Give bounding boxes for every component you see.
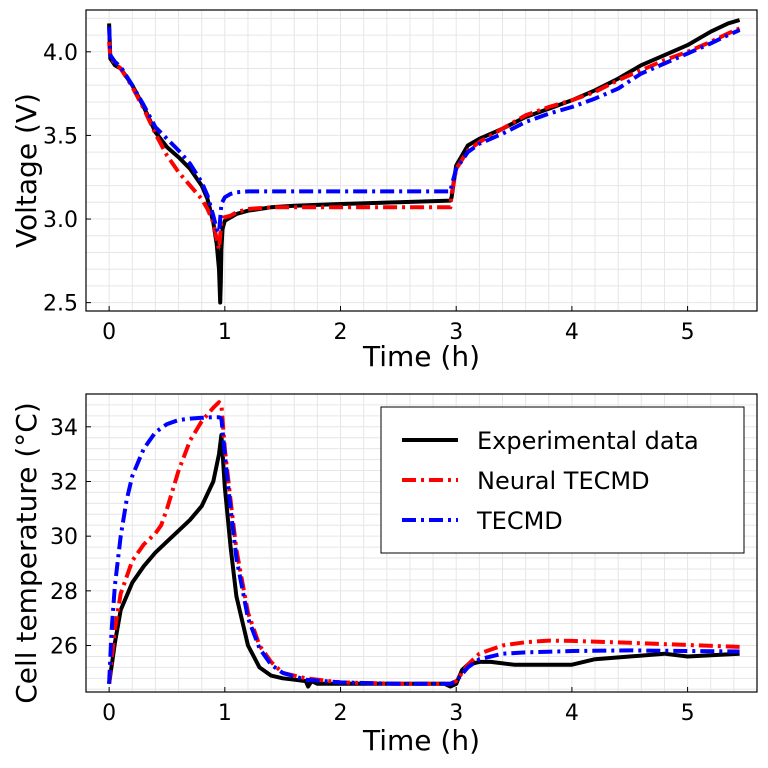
legend-entries: Experimental data Neural TECMD TECMD [402, 427, 699, 535]
temperature-x-tick-label: 1 [218, 701, 232, 726]
temperature-x-axis-label: Time (h) [362, 724, 480, 757]
voltage-x-tick-label: 4 [565, 320, 579, 345]
voltage-y-tick-label: 2.5 [43, 292, 78, 317]
temperature-plot-frame [85, 393, 758, 693]
voltage-x-axis-label: Time (h) [362, 340, 480, 373]
voltage-y-tick-label: 3.0 [43, 208, 78, 233]
temperature-x-tick-label: 4 [565, 701, 579, 726]
voltage-series-neural-tecmd [107, 26, 741, 252]
temperature-y-tick-label: 34 [50, 416, 78, 441]
temperature-y-tick-label: 28 [50, 580, 78, 605]
temperature-y-tick-label: 30 [50, 525, 78, 550]
voltage-ticks: 0 1 2 3 4 5 2.5 3.0 3.5 4.0 [43, 41, 695, 345]
voltage-plot-panel: 0 1 2 3 4 5 2.5 3.0 3.5 4.0 Time (h) Voltage (V) [10, 9, 758, 373]
temperature-x-tick-label: 0 [102, 701, 116, 726]
temperature-x-tick-label: 3 [449, 701, 463, 726]
legend-label-neural-tecmd: Neural TECMD [477, 467, 650, 495]
voltage-grid [85, 10, 758, 311]
voltage-x-tick-label: 1 [218, 320, 232, 345]
voltage-series [107, 18, 741, 305]
temperature-y-tick-label: 32 [50, 470, 78, 495]
voltage-series-experimental-data [107, 18, 741, 305]
legend-label-tecmd: TECMD [476, 507, 563, 535]
legend-label-experimental-data: Experimental data [477, 427, 699, 455]
voltage-series-tecmd [107, 26, 741, 235]
temperature-x-tick-label: 2 [334, 701, 348, 726]
voltage-y-axis-label: Voltage (V) [10, 93, 43, 248]
temperature-y-tick-label: 26 [50, 635, 78, 660]
voltage-x-tick-label: 3 [449, 320, 463, 345]
temperature-series-experimental-data [107, 433, 740, 689]
temperature-series [107, 400, 740, 689]
temperature-y-axis-label: Cell temperature (°C) [10, 402, 43, 704]
legend: Experimental data Neural TECMD TECMD [380, 406, 745, 554]
temperature-series-tecmd [107, 415, 740, 686]
voltage-y-tick-label: 3.5 [43, 124, 78, 149]
voltage-plot-frame [85, 9, 758, 312]
temperature-x-tick-label: 5 [681, 701, 695, 726]
voltage-y-tick-label: 4.0 [43, 41, 78, 66]
voltage-x-tick-label: 5 [681, 320, 695, 345]
voltage-x-tick-label: 0 [102, 320, 116, 345]
voltage-x-tick-label: 2 [334, 320, 348, 345]
